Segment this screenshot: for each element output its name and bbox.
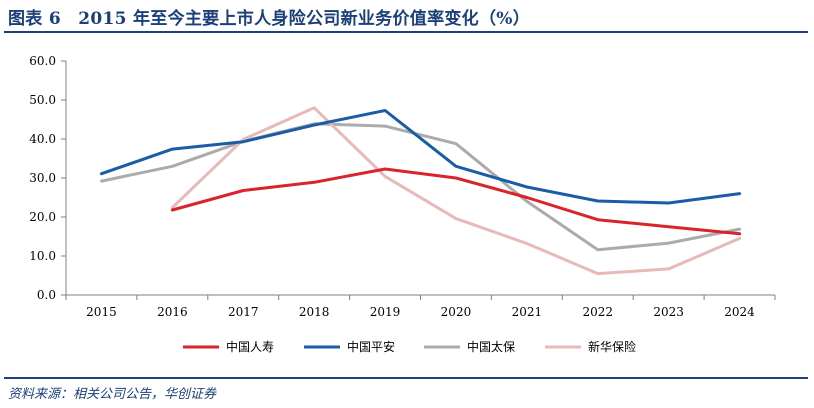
series-line-3: [170, 106, 742, 276]
legend-label-2: 中国太保: [467, 339, 515, 354]
x-tick-label: 2018: [299, 305, 330, 319]
x-tick-label: 2017: [228, 305, 259, 319]
x-tick-label: 2015: [86, 305, 117, 319]
x-tick-label: 2019: [370, 305, 401, 319]
y-tick-label: 0.0: [37, 288, 56, 302]
legend-label-0: 中国人寿: [226, 339, 274, 354]
chart-axes: 0.0 10.0 20.0 30.0 40.0 50.0 60.0 2015 2016 2017 2…: [29, 54, 776, 319]
legend-label-3: 新华保险: [588, 339, 636, 354]
x-tick-label: 2020: [441, 305, 472, 319]
page-title: 图表 6 2015 年至今主要上市人身险公司新业务价值率变化（%）: [8, 9, 531, 29]
x-tick-label: 2022: [582, 305, 613, 319]
y-tick-label: 50.0: [29, 93, 56, 107]
source-divider: [4, 377, 808, 379]
series-line-1: [100, 109, 742, 205]
title-divider: [4, 31, 808, 33]
series-line-2: [100, 122, 742, 252]
chart-series: [100, 106, 742, 276]
x-tick-label: 2021: [512, 305, 543, 319]
legend-label-1: 中国平安: [347, 339, 395, 354]
x-tick-label: 2016: [157, 305, 188, 319]
x-tick-label: 2024: [724, 305, 755, 319]
chart-legend: 中国人寿 中国平安 中国太保 新华保险: [183, 339, 636, 354]
x-tick-label: 2023: [653, 305, 684, 319]
y-tick-label: 10.0: [29, 249, 56, 263]
series-line-0: [170, 167, 742, 236]
y-tick-label: 20.0: [29, 210, 56, 224]
y-tick-label: 60.0: [29, 54, 56, 68]
source-note: 资料来源：相关公司公告，华创证券: [8, 387, 217, 402]
y-tick-label: 30.0: [29, 171, 56, 185]
y-tick-label: 40.0: [29, 132, 56, 146]
